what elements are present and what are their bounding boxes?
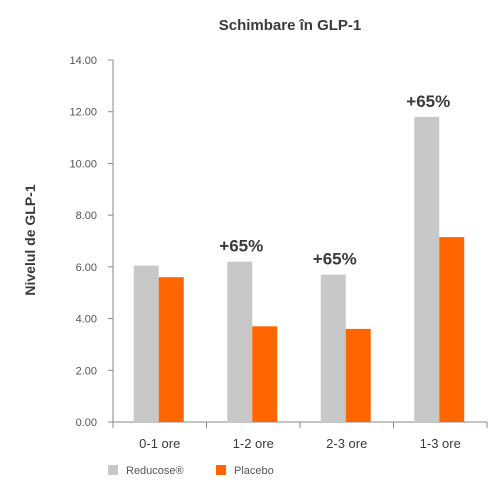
bar-annotations: +65% +65% +65% (219, 92, 450, 269)
bar-reducose (227, 261, 253, 422)
bar-annotation: +65% (406, 92, 450, 111)
bar-annotation: +65% (313, 250, 357, 269)
bar-placebo (158, 277, 184, 422)
bar-reducose (414, 116, 440, 422)
bar-placebo (252, 326, 278, 422)
bar-placebo (345, 328, 371, 422)
x-tick-label: 1-3 ore (420, 436, 461, 451)
bar-reducose (320, 274, 346, 422)
y-tick-label: 10.00 (69, 158, 97, 170)
x-tick-label: 1-2 ore (233, 436, 274, 451)
legend-label: Placebo (234, 465, 274, 477)
x-tick-label: 0-1 ore (139, 436, 180, 451)
bars (133, 116, 465, 422)
y-tick-label: 6.00 (76, 262, 97, 274)
bar-placebo (439, 237, 465, 422)
bar-annotation: +65% (219, 237, 263, 256)
x-tick-labels: 0-1 ore 1-2 ore 2-3 ore 1-3 ore (139, 436, 461, 451)
y-tick-label: 2.00 (76, 365, 97, 377)
y-tick-label: 0.00 (76, 417, 97, 429)
y-axis-label: Nivelul de GLP-1 (22, 184, 38, 295)
legend-swatch (216, 465, 226, 475)
y-tick-labels: 0.00 2.00 4.00 6.00 8.00 10.00 12.00 14.00 (69, 55, 97, 429)
legend-label: Reducose® (126, 465, 184, 477)
bar-reducose (133, 265, 159, 422)
y-tick-label: 8.00 (76, 210, 97, 222)
legend: Reducose® Placebo (108, 465, 274, 477)
y-tick-label: 4.00 (76, 314, 97, 326)
x-tick-label: 2-3 ore (326, 436, 367, 451)
y-tick-label: 12.00 (69, 107, 97, 119)
y-tick-label: 14.00 (69, 55, 97, 67)
chart-title: Schimbare în GLP-1 (219, 17, 362, 34)
legend-swatch (108, 465, 118, 475)
